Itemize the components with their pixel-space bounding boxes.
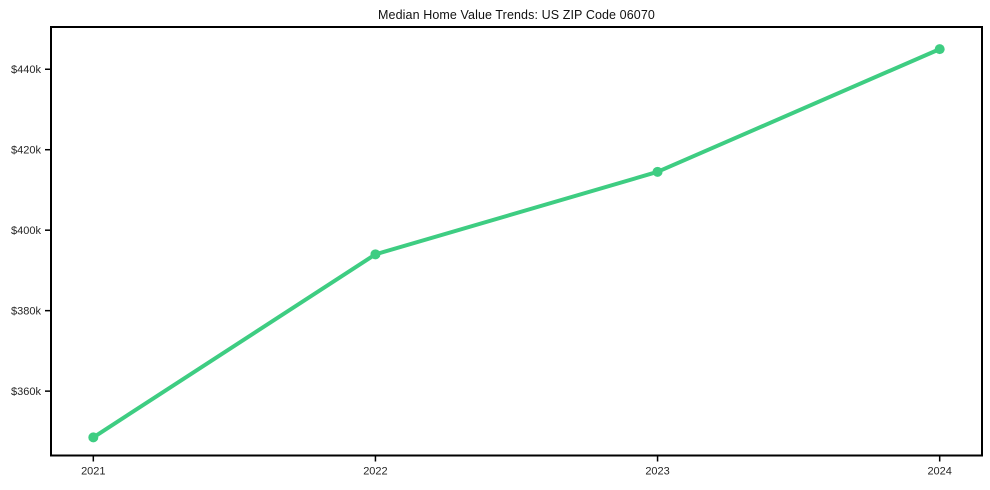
y-tick-label: $360k [11,386,41,398]
x-tick-label: 2022 [363,466,387,478]
plot-border [50,26,983,457]
y-tick-label: $440k [11,64,41,76]
data-line [91,47,942,440]
x-tick-label: 2024 [927,466,951,478]
y-tick-label: $380k [11,306,41,318]
x-tick-label: 2023 [645,466,669,478]
data-point-marker [934,44,945,55]
data-point-marker [370,249,381,260]
data-point-marker [88,432,99,443]
y-tick-label: $420k [11,145,41,157]
chart-title: Median Home Value Trends: US ZIP Code 06… [378,8,655,22]
x-tick-label: 2021 [81,466,105,478]
y-tick-label: $400k [11,225,41,237]
data-point-marker [652,166,663,177]
